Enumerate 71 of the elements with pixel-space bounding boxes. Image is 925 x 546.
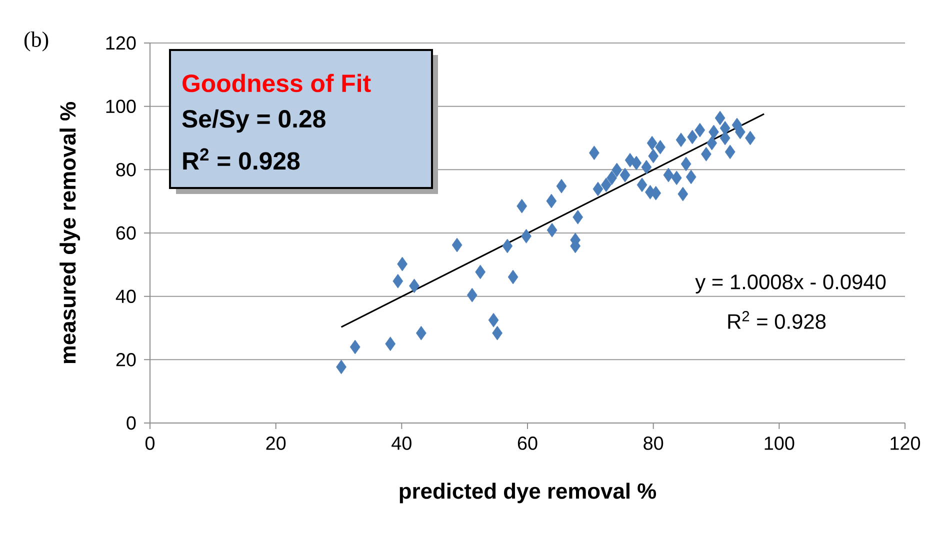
x-tick-label: 0 [145, 436, 155, 450]
point [488, 312, 499, 328]
point [636, 178, 648, 192]
x-axis-title: predicted dye removal % [400, 482, 656, 504]
point [631, 156, 642, 170]
point [416, 326, 426, 340]
point [475, 264, 486, 280]
point [397, 256, 408, 272]
point [546, 222, 558, 238]
y-tick-label: 120 [106, 36, 136, 50]
point [466, 288, 478, 302]
point [694, 122, 706, 138]
x-tick-label: 20 [266, 436, 286, 450]
point [502, 238, 513, 254]
point [646, 136, 658, 150]
annotation: Se/Sy = 0.28 [182, 109, 326, 133]
point [720, 120, 730, 136]
point [612, 162, 622, 178]
point [678, 186, 688, 202]
x-tick-label: 60 [518, 436, 538, 450]
point [409, 278, 420, 294]
point [650, 186, 662, 200]
point [606, 170, 617, 186]
point [734, 124, 746, 140]
point [714, 110, 726, 126]
point [671, 170, 682, 186]
point [687, 130, 698, 144]
point [546, 194, 557, 208]
point [556, 178, 567, 194]
point [655, 140, 666, 154]
point [392, 274, 404, 288]
annotation: R$^{2}$ = 0.928 [183, 148, 300, 170]
annotation: R$^{2}$ = 0.928 [728, 311, 826, 329]
point [724, 144, 736, 160]
y-tick-label: 40 [116, 290, 136, 304]
y-tick-label: 100 [106, 100, 136, 114]
y-axis-title: measured dye removal % [60, 102, 80, 364]
point [686, 170, 696, 184]
annotation: Goodness of Fit [182, 74, 371, 92]
y-tick-label: 20 [116, 352, 136, 366]
y-tick-label: 60 [116, 226, 136, 240]
annotation: y = 1.0008x - 0.0940 [695, 274, 886, 294]
point [516, 198, 528, 214]
point [708, 124, 719, 140]
y-tick-label: 80 [116, 162, 136, 176]
point [680, 156, 692, 172]
point [589, 146, 600, 160]
point [641, 160, 652, 174]
point [336, 360, 346, 374]
point [492, 326, 502, 340]
x-tick-label: 40 [392, 436, 412, 450]
point [572, 210, 584, 224]
point [701, 146, 712, 162]
x-tick-label: 120 [890, 436, 920, 450]
point [648, 148, 659, 164]
point [706, 136, 718, 150]
point [620, 168, 630, 182]
x-tick-label: 80 [644, 436, 664, 450]
point [663, 168, 674, 182]
point [452, 238, 462, 252]
point [676, 132, 686, 148]
point [745, 130, 756, 146]
text: (b) [24, 32, 48, 52]
point [508, 270, 518, 284]
point [385, 336, 396, 352]
point [592, 182, 604, 196]
x-tick-label: 100 [764, 436, 794, 450]
point [350, 340, 360, 354]
point [521, 228, 532, 244]
y-tick-label: 0 [126, 416, 136, 430]
point [600, 178, 612, 192]
